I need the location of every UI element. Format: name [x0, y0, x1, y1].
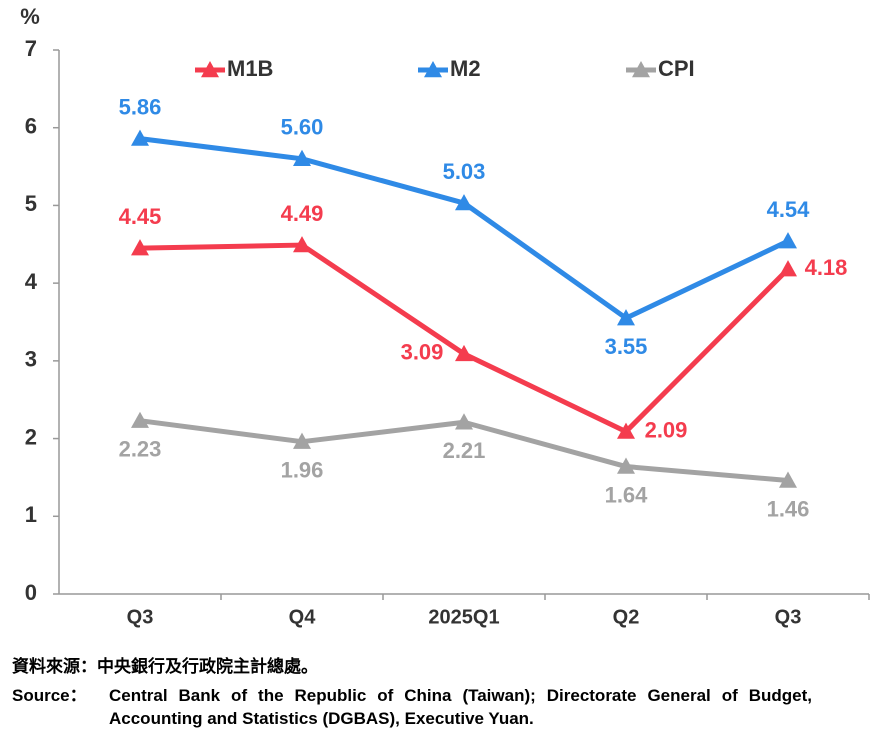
- data-label: 2.23: [119, 437, 162, 462]
- data-label: 5.03: [443, 159, 486, 184]
- point-marker: [779, 471, 797, 488]
- data-label: 4.18: [805, 255, 848, 280]
- data-label: 5.60: [281, 115, 324, 140]
- point-marker: [779, 260, 797, 277]
- data-label: 4.45: [119, 204, 162, 229]
- y-tick-label: 0: [25, 580, 37, 605]
- x-tick-label: 2025Q1: [428, 606, 499, 628]
- y-tick-label: 3: [25, 347, 37, 372]
- legend-marker: [424, 61, 442, 78]
- point-marker: [779, 232, 797, 249]
- y-tick-label: 2: [25, 424, 37, 449]
- y-tick-label: 1: [25, 502, 37, 527]
- series-line: [139, 242, 790, 435]
- y-tick-label: 7: [25, 36, 37, 61]
- point-marker: [455, 344, 473, 362]
- y-tick-label: 4: [25, 269, 38, 294]
- data-label: 4.49: [281, 201, 324, 226]
- legend-marker: [201, 61, 219, 78]
- point-marker: [131, 411, 149, 428]
- point-marker: [293, 432, 311, 449]
- source-label: Source：: [12, 686, 87, 705]
- chart: % 0 1 2 3 4 5 6 7 Q3 Q4 2025Q1 Q2 Q3 4.45 4.49 3.09 2.09…: [20, 4, 870, 628]
- data-label: 2.21: [443, 438, 486, 463]
- data-label: 2.09: [645, 417, 688, 442]
- point-marker: [617, 309, 635, 326]
- point-marker: [617, 457, 635, 474]
- legend-label: CPI: [658, 56, 695, 81]
- data-label: 1.96: [281, 457, 324, 482]
- legend-marker: [632, 61, 650, 78]
- point-marker: [131, 129, 149, 146]
- legend-label: M1B: [227, 56, 273, 81]
- y-tick-label: 5: [25, 191, 37, 216]
- data-label: 1.64: [605, 482, 649, 507]
- data-label: 3.09: [401, 340, 444, 365]
- legend-label: M2: [450, 56, 481, 81]
- point-marker: [131, 239, 149, 256]
- x-tick-label: Q3: [775, 606, 802, 628]
- y-axis-label: %: [20, 4, 40, 29]
- point-marker: [617, 422, 635, 439]
- x-tick-label: Q3: [127, 606, 154, 628]
- data-label: 3.55: [605, 334, 648, 359]
- x-tick-label: Q4: [289, 606, 317, 628]
- point-marker: [293, 149, 311, 166]
- point-marker: [455, 194, 473, 211]
- point-marker: [293, 236, 311, 253]
- source: Source： Central Bank of the Republic of …: [12, 684, 812, 730]
- data-label: 1.46: [767, 496, 810, 521]
- data-label: 5.86: [119, 94, 162, 119]
- source-zh: 資料來源：中央銀行及行政院主計總處。: [12, 657, 318, 676]
- y-tick-label: 6: [25, 114, 37, 139]
- point-marker: [455, 413, 473, 430]
- x-tick-label: Q2: [613, 606, 640, 628]
- source-text: Central Bank of the Republic of China (T…: [109, 686, 812, 728]
- data-label: 4.54: [767, 197, 811, 222]
